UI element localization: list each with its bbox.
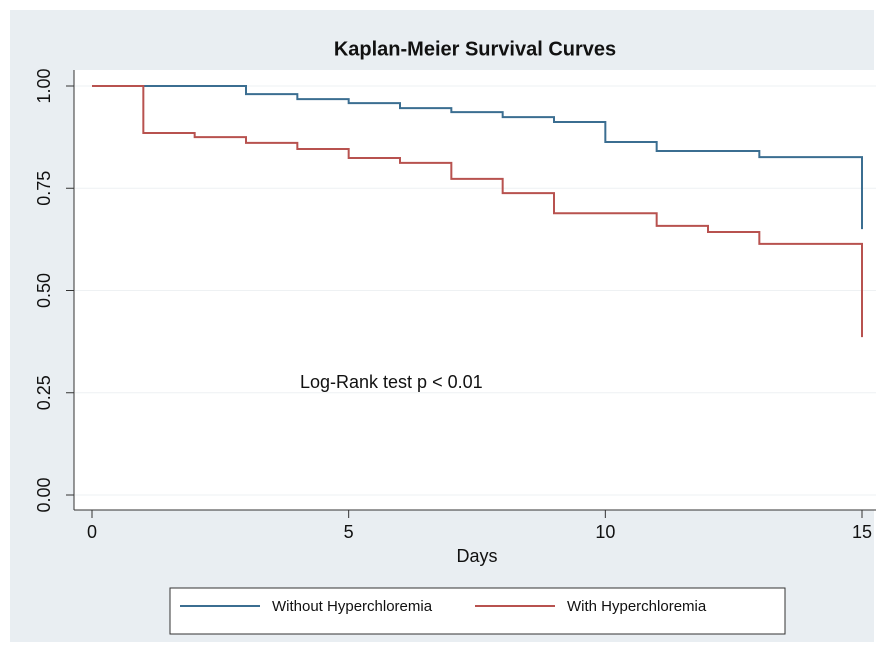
y-tick-label: 0.75: [34, 171, 54, 206]
chart-title: Kaplan-Meier Survival Curves: [334, 38, 616, 60]
x-tick-label: 10: [595, 522, 615, 542]
legend-label: With Hyperchloremia: [567, 598, 707, 615]
y-tick-label: 0.00: [34, 477, 54, 512]
x-tick-label: 15: [852, 522, 872, 542]
x-tick-label: 0: [87, 522, 97, 542]
x-tick-label: 5: [344, 522, 354, 542]
survival-curve: [92, 85, 863, 338]
legend-label: Without Hyperchloremia: [272, 598, 433, 615]
annotation: Log-Rank test p < 0.01: [300, 372, 483, 392]
y-tick-label: 0.50: [34, 273, 54, 308]
survival-curve: [92, 85, 863, 230]
legend: [169, 587, 786, 635]
y-tick-label: 0.25: [34, 375, 54, 410]
y-tick-label: 1.00: [34, 68, 54, 103]
x-axis-label: Days: [456, 546, 497, 566]
